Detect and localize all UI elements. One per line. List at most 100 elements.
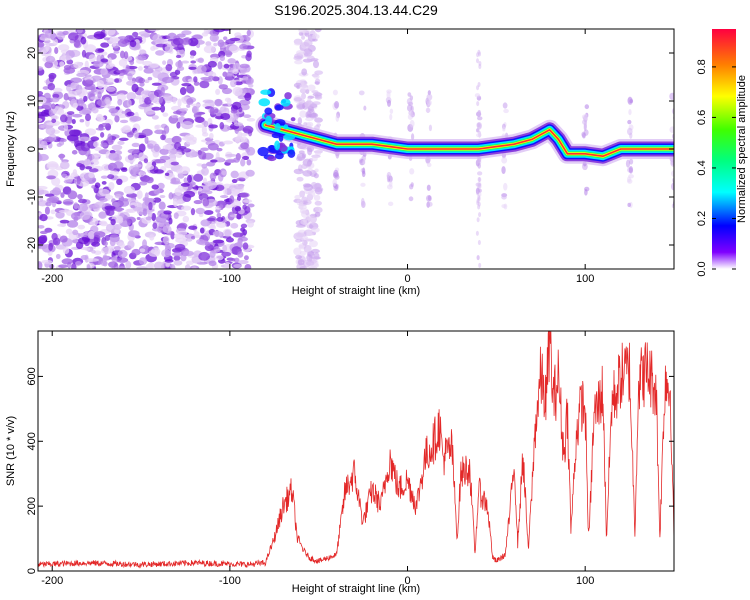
colorbar: 0.0 0.2 0.4 0.6 0.8 Normalized spectral ampl… xyxy=(696,29,748,277)
spectrogram-cell xyxy=(154,159,166,164)
spectrogram-cell xyxy=(111,144,123,151)
spectrogram-cell xyxy=(123,185,136,195)
spectrogram-cell xyxy=(66,120,73,124)
ridge-onset-cell xyxy=(264,107,273,115)
spectrogram-cell xyxy=(66,111,75,115)
snr-series-line xyxy=(38,331,674,569)
spectrogram-y-tick-label-1: 10 xyxy=(26,95,38,107)
spectrogram-cell xyxy=(119,50,125,59)
spectrogram-cell xyxy=(239,99,251,106)
spectrogram-cell xyxy=(183,177,188,184)
spectrogram-cell xyxy=(164,172,170,176)
spectrogram-cell xyxy=(160,86,165,96)
colorbar-ticks: 0.0 0.2 0.4 0.6 0.8 xyxy=(696,59,736,277)
spectrogram-cell xyxy=(386,171,392,180)
spectrogram-cell xyxy=(164,259,174,263)
spectrogram-cell xyxy=(312,183,322,190)
spectrogram-cell xyxy=(293,247,302,256)
snr-y-ticks: 0 200 400 600 xyxy=(26,367,674,574)
spectrogram-cell xyxy=(62,30,69,36)
spectrogram-cell xyxy=(168,217,173,225)
spectrogram-cell xyxy=(478,262,482,268)
spectrogram-cell xyxy=(388,180,393,187)
spectrogram-cell xyxy=(63,179,73,184)
spectrogram-cell xyxy=(245,78,254,85)
spectrogram-cell xyxy=(305,117,314,122)
spectrogram-cell xyxy=(476,133,482,138)
spectrogram-cell xyxy=(101,122,109,128)
spectrogram-cell xyxy=(59,219,70,224)
spectrogram-cell xyxy=(581,131,586,138)
spectrogram-cell xyxy=(97,48,105,52)
spectrogram-cell xyxy=(212,230,223,237)
spectrogram-cell xyxy=(232,232,244,238)
spectrogram-cell xyxy=(138,97,144,105)
spectrogram-cell xyxy=(86,264,91,269)
spectrogram-cell xyxy=(109,239,116,247)
spectrogram-cell xyxy=(63,93,69,101)
spectrogram-cell xyxy=(215,88,221,96)
spectrogram-cell xyxy=(68,32,79,41)
spectrogram-cell xyxy=(76,175,81,185)
spectrogram-cell xyxy=(388,201,394,207)
spectrogram-cell xyxy=(71,119,76,125)
spectrogram-cell xyxy=(230,222,239,229)
spectrogram-cell xyxy=(56,142,62,147)
spectrogram-cell xyxy=(143,68,154,74)
spectrogram-cell xyxy=(411,133,415,141)
spectrogram-cell xyxy=(43,136,56,143)
spectrogram-cell xyxy=(42,86,49,90)
spectrogram-cell xyxy=(303,122,308,126)
spectrogram-cell xyxy=(297,259,305,266)
spectrogram-cell xyxy=(200,219,211,227)
spectrogram-cell xyxy=(126,92,137,101)
spectrogram-cell xyxy=(51,118,57,124)
spectrogram-cell xyxy=(301,68,308,76)
spectrogram-cell xyxy=(176,121,181,129)
spectrogram-cell xyxy=(126,131,134,138)
spectrogram-cell xyxy=(478,60,482,66)
spectrogram-cell xyxy=(408,183,414,190)
spectrogram-cell xyxy=(88,54,97,62)
spectrogram-cell xyxy=(38,224,45,229)
spectrogram-cell xyxy=(246,117,256,122)
spectrogram-cell xyxy=(111,198,116,204)
spectrogram-cell xyxy=(223,187,228,196)
spectrogram-cell xyxy=(113,246,121,251)
spectrogram-cell xyxy=(72,229,79,236)
spectrogram-cell xyxy=(38,106,45,110)
spectrogram-cell xyxy=(407,92,412,97)
spectrogram-cell xyxy=(426,99,432,106)
spectrogram-cell xyxy=(153,169,164,174)
snr-y-tick-label-3: 600 xyxy=(26,367,38,385)
spectrogram-cell xyxy=(207,60,217,68)
spectrogram-cell xyxy=(332,89,338,96)
spectrogram-cell xyxy=(312,256,321,260)
spectrogram-cell xyxy=(193,76,198,83)
spectrogram-cell xyxy=(151,106,162,111)
spectrogram-y-tick-label-0: 20 xyxy=(26,47,38,59)
spectrogram-cell xyxy=(63,67,76,74)
spectrogram-cell xyxy=(113,224,122,230)
spectrogram-cell xyxy=(84,60,89,69)
spectrogram-cell xyxy=(88,103,93,110)
spectrogram-cell xyxy=(477,177,481,183)
frequency-ridge-layer-6 xyxy=(264,124,674,157)
spectrogram-x-ticks: -200 -100 0 100 xyxy=(41,29,594,285)
spectrogram-cell xyxy=(476,200,480,206)
spectrogram-cell xyxy=(167,149,177,155)
spectrogram-cell xyxy=(157,210,165,214)
spectrogram-cell xyxy=(296,176,304,182)
spectrogram-cell xyxy=(186,104,191,108)
spectrogram-cell xyxy=(178,222,188,229)
spectrogram-cell xyxy=(162,235,170,245)
spectrogram-cell xyxy=(302,170,313,177)
spectrogram-cell xyxy=(151,212,157,222)
spectrogram-cell xyxy=(84,128,97,136)
spectrogram-cell xyxy=(425,107,431,113)
spectrogram-cell xyxy=(131,248,141,256)
spectrogram-cell xyxy=(224,229,232,237)
spectrogram-cell xyxy=(670,159,674,167)
spectrogram-cell xyxy=(158,96,163,104)
spectrogram-cell xyxy=(233,263,242,268)
